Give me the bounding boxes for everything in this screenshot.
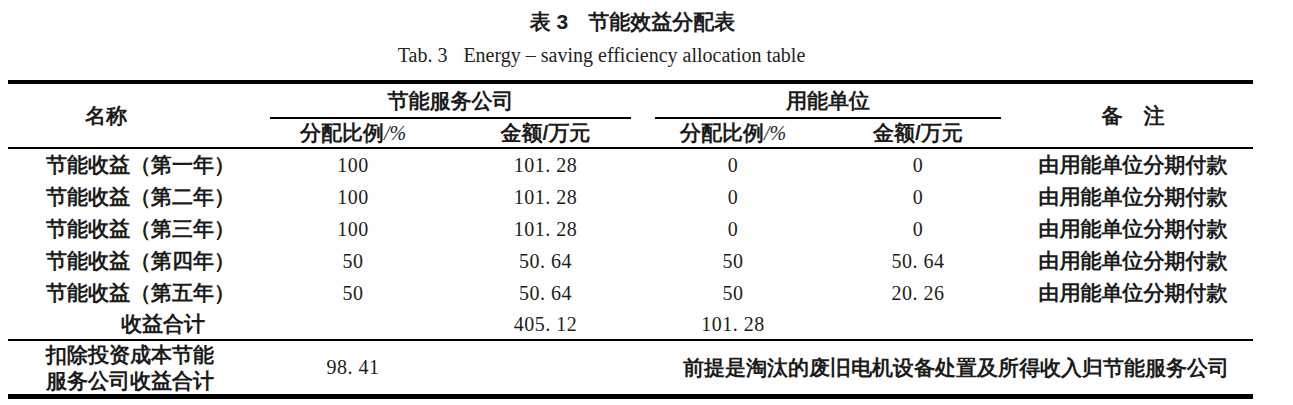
- table-row-year1: 节能收益（第一年） 100 101. 28 0 0 由用能单位分期付款: [8, 148, 1253, 181]
- user-ratio-value: 0: [643, 148, 823, 181]
- remark-value: 由用能单位分期付款: [1013, 277, 1253, 309]
- remark-value: 由用能单位分期付款: [1013, 245, 1253, 277]
- user-ratio-value: 0: [643, 213, 823, 245]
- total-row-name: 收益合计: [8, 309, 258, 340]
- row-name: 节能收益（第一年）: [8, 148, 258, 181]
- esco-amount-value: 101. 28: [448, 148, 643, 181]
- table-row-year2: 节能收益（第二年） 100 101. 28 0 0 由用能单位分期付款: [8, 181, 1253, 213]
- table-number-en: Tab. 3: [398, 44, 448, 66]
- table-row-year5: 节能收益（第五年） 50 50. 64 50 20. 26 由用能单位分期付款: [8, 277, 1253, 309]
- header-group-user: 用能单位: [643, 82, 1013, 119]
- esco-amount-value: 101. 28: [448, 213, 643, 245]
- header-esco-amount: 金额/万元: [448, 119, 643, 148]
- header-esco-ratio: 分配比例/%: [258, 119, 448, 148]
- total-remark-empty: [1013, 309, 1253, 340]
- header-group-user-label: 用能单位: [655, 84, 1001, 119]
- row-name: 节能收益（第四年）: [8, 245, 258, 277]
- allocation-table: 名称 节能服务公司 用能单位 备 注 分配比例/% 金额/万元 分配比例/% 金…: [8, 80, 1253, 399]
- header-user-ratio-label: 分配比例: [680, 121, 764, 144]
- user-ratio-value: 0: [643, 181, 823, 213]
- table-title-en: Tab. 3 Energy – saving efficiency allocat…: [0, 43, 1248, 67]
- esco-ratio-value: 100: [258, 148, 448, 181]
- table-title-zh: 表 3 节能效益分配表: [0, 0, 1279, 35]
- total-esco-amount-value: 405. 12: [448, 309, 643, 340]
- esco-amount-value: 50. 64: [448, 245, 643, 277]
- row-name: 节能收益（第五年）: [8, 277, 258, 309]
- esco-ratio-value: 50: [258, 245, 448, 277]
- header-group-row: 名称 节能服务公司 用能单位 备 注: [8, 82, 1253, 119]
- user-amount-value: 50. 64: [823, 245, 1013, 277]
- net-profit-value: 98. 41: [258, 340, 448, 397]
- remark-value: 由用能单位分期付款: [1013, 181, 1253, 213]
- header-group-esco: 节能服务公司: [258, 82, 643, 119]
- row-name: 节能收益（第二年）: [8, 181, 258, 213]
- total-esco-ratio-empty: [258, 309, 448, 340]
- net-profit-note: 前提是淘汰的废旧电机设备处置及所得收入归节能服务公司: [651, 340, 1261, 397]
- header-remark: 备 注: [1013, 82, 1253, 148]
- user-ratio-value: 50: [643, 245, 823, 277]
- total-user-amount-empty: [823, 309, 1013, 340]
- esco-ratio-value: 100: [258, 181, 448, 213]
- esco-amount-value: 101. 28: [448, 181, 643, 213]
- remark-value: 由用能单位分期付款: [1013, 148, 1253, 181]
- header-esco-ratio-unit: /%: [384, 122, 406, 144]
- esco-ratio-value: 100: [258, 213, 448, 245]
- user-amount-value: 0: [823, 148, 1013, 181]
- user-amount-value: 0: [823, 213, 1013, 245]
- esco-ratio-value: 50: [258, 277, 448, 309]
- header-user-amount: 金额/万元: [823, 119, 1013, 148]
- table-row-net-profit: 扣除投资成本节能 服务公司收益合计 98. 41 前提是淘汰的废旧电机设备处置及…: [8, 340, 1253, 397]
- user-amount-value: 0: [823, 181, 1013, 213]
- esco-amount-value: 50. 64: [448, 277, 643, 309]
- header-esco-ratio-label: 分配比例: [300, 121, 384, 144]
- row-name: 节能收益（第三年）: [8, 213, 258, 245]
- user-amount-value: 20. 26: [823, 277, 1013, 309]
- header-user-ratio: 分配比例/%: [643, 119, 823, 148]
- table-row-year3: 节能收益（第三年） 100 101. 28 0 0 由用能单位分期付款: [8, 213, 1253, 245]
- table-number-zh: 表 3: [530, 10, 569, 33]
- table-title-en-text: Energy – saving efficiency allocation ta…: [463, 44, 805, 66]
- net-profit-empty-cell: [448, 340, 643, 397]
- table-title-zh-text: 节能效益分配表: [588, 10, 735, 33]
- header-name: 名称: [8, 82, 258, 148]
- remark-value: 由用能单位分期付款: [1013, 213, 1253, 245]
- header-user-ratio-unit: /%: [764, 122, 786, 144]
- user-ratio-value: 50: [643, 277, 823, 309]
- net-profit-name-line2: 服务公司收益合计: [46, 368, 258, 394]
- net-profit-row-name: 扣除投资成本节能 服务公司收益合计: [8, 340, 258, 397]
- net-profit-name-line1: 扣除投资成本节能: [46, 342, 258, 368]
- header-group-esco-label: 节能服务公司: [270, 84, 631, 119]
- table-row-total: 收益合计 405. 12 101. 28: [8, 309, 1253, 340]
- total-user-ratio-value: 101. 28: [643, 309, 823, 340]
- table-row-year4: 节能收益（第四年） 50 50. 64 50 50. 64 由用能单位分期付款: [8, 245, 1253, 277]
